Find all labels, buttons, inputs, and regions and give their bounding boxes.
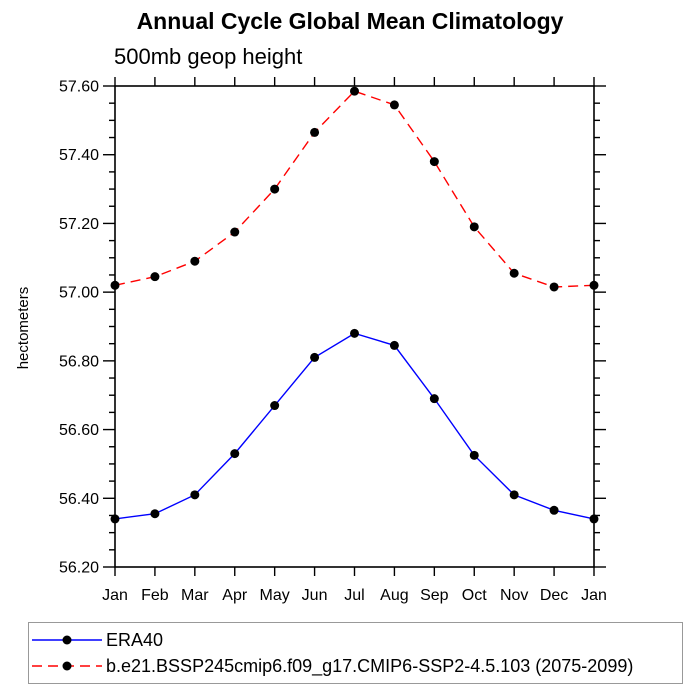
data-point-marker xyxy=(190,490,200,500)
data-point-marker xyxy=(589,280,599,290)
data-point-marker xyxy=(389,100,399,110)
x-axis-tick-label: May xyxy=(260,587,290,604)
x-axis-tick-label: Jun xyxy=(302,587,328,604)
x-axis-tick-label: Apr xyxy=(222,587,248,604)
data-point-marker xyxy=(350,328,359,338)
data-point-marker xyxy=(230,449,240,459)
legend-label-model: b.e21.BSSP245cmip6.f09_g17.CMIP6-SSP2-4.… xyxy=(106,656,634,676)
y-axis-tick-label: 57.20 xyxy=(59,216,99,233)
legend-label-era40: ERA40 xyxy=(106,630,164,650)
data-point-marker xyxy=(429,157,439,167)
legend-item-era40: ERA40 xyxy=(31,627,682,653)
data-point-marker xyxy=(549,282,559,292)
legend-marker-dot-icon xyxy=(62,661,72,671)
data-point-marker xyxy=(150,509,160,519)
chart-title: Annual Cycle Global Mean Climatology xyxy=(136,8,564,34)
y-axis-tick-label: 56.20 xyxy=(59,560,99,577)
x-axis-tick-label: Jan xyxy=(581,587,607,604)
y-axis-tick-label: 57.60 xyxy=(59,79,99,96)
x-axis-tick-label: Mar xyxy=(181,587,209,604)
data-point-marker xyxy=(270,184,280,194)
x-axis-tick-label: Oct xyxy=(462,587,487,604)
plot-frame xyxy=(114,85,595,568)
legend-line-sample-solid xyxy=(32,635,102,645)
legend-item-model: b.e21.BSSP245cmip6.f09_g17.CMIP6-SSP2-4.… xyxy=(31,653,682,679)
legend-line-sample-dashed xyxy=(32,661,102,671)
y-axis-tick-label: 56.60 xyxy=(59,422,99,439)
data-point-marker xyxy=(389,340,399,350)
data-point-marker xyxy=(110,280,120,290)
data-point-marker xyxy=(549,505,559,515)
x-axis-tick-label: Jan xyxy=(102,587,128,604)
data-point-marker xyxy=(469,222,479,232)
data-point-marker xyxy=(469,450,479,460)
chart-subtitle: 500mb geop height xyxy=(114,44,303,69)
data-point-marker xyxy=(190,256,200,266)
legend-marker-dot-icon xyxy=(62,635,72,645)
data-point-marker xyxy=(270,401,280,411)
data-point-marker xyxy=(509,268,519,278)
series-line-0 xyxy=(114,332,595,520)
data-point-marker xyxy=(310,352,320,362)
y-axis-tick-label: 56.80 xyxy=(59,353,99,370)
series-line-1 xyxy=(114,90,595,288)
data-point-marker xyxy=(230,227,240,237)
x-axis-tick-label: Sep xyxy=(420,587,449,604)
legend: ERA40 b.e21.BSSP245cmip6.f09_g17.CMIP6-S… xyxy=(28,622,683,684)
plot-area: Jan Feb Mar Apr May Jun Jul Aug Sep Oct Nov Dec Jan5… xyxy=(59,77,607,604)
data-point-marker xyxy=(589,514,599,524)
data-point-marker xyxy=(429,394,439,404)
x-axis-tick-label: Aug xyxy=(380,587,408,604)
data-point-marker xyxy=(509,490,519,500)
x-axis-tick-label: Dec xyxy=(540,587,568,604)
y-axis-tick-label: 57.00 xyxy=(59,285,99,302)
x-axis-tick-label: Nov xyxy=(500,587,528,604)
y-axis-tick-label: 56.40 xyxy=(59,491,99,508)
data-point-marker xyxy=(350,86,359,96)
y-axis-tick-label: 57.40 xyxy=(59,147,99,164)
data-point-marker xyxy=(310,127,320,137)
data-point-marker xyxy=(110,514,120,524)
x-axis-tick-label: Jul xyxy=(344,587,364,604)
x-axis-tick-label: Feb xyxy=(141,587,169,604)
data-point-marker xyxy=(150,272,160,282)
